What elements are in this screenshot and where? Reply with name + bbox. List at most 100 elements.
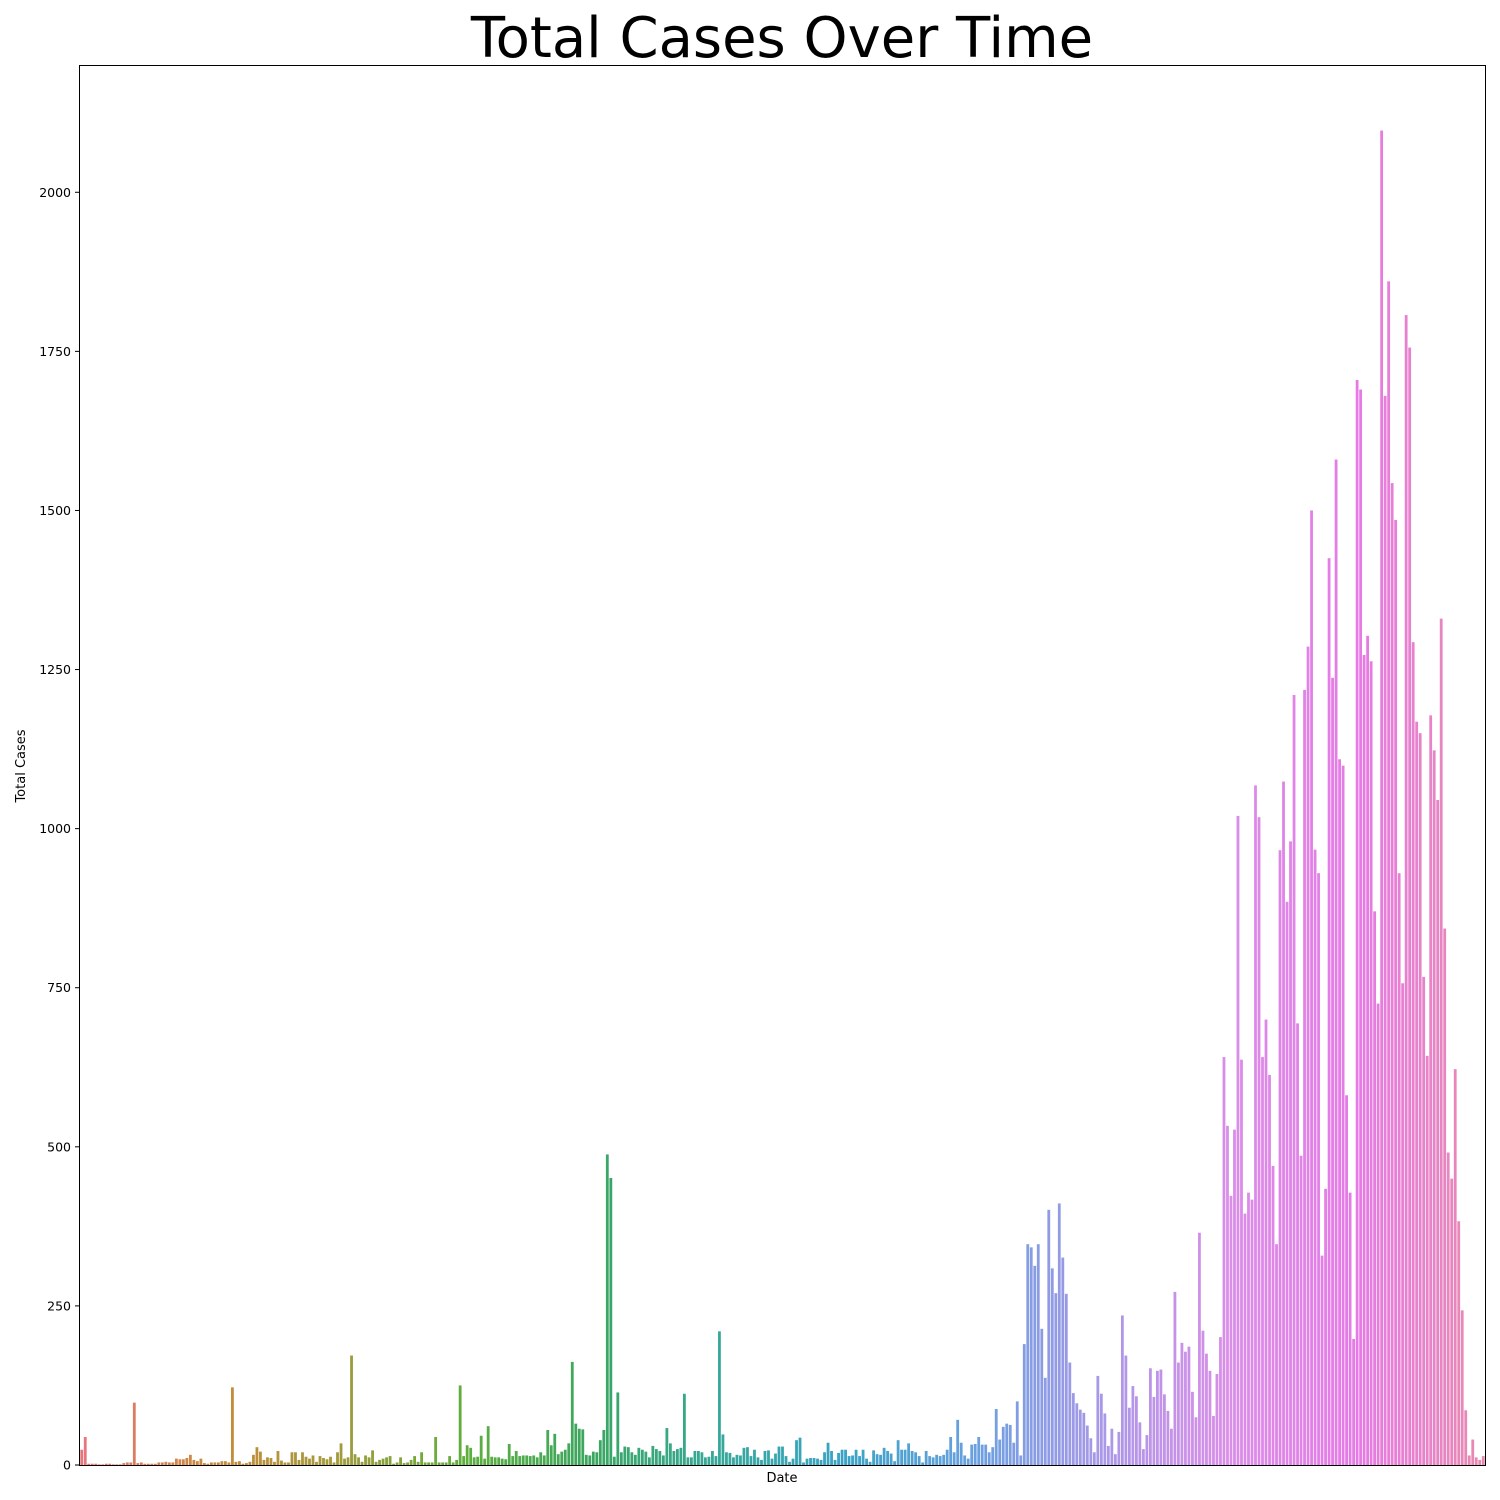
bar bbox=[928, 1456, 932, 1465]
bar bbox=[991, 1447, 995, 1465]
bar bbox=[570, 1361, 574, 1465]
bar bbox=[1212, 1416, 1215, 1465]
bar bbox=[94, 1463, 98, 1465]
bar bbox=[956, 1419, 960, 1465]
bar bbox=[97, 1464, 101, 1465]
bar bbox=[609, 1178, 613, 1465]
bar bbox=[1226, 1125, 1229, 1465]
bar bbox=[1320, 1255, 1324, 1465]
bar bbox=[746, 1447, 749, 1465]
bar bbox=[994, 1409, 998, 1465]
bar bbox=[753, 1449, 756, 1465]
bar bbox=[910, 1451, 914, 1465]
bar bbox=[1471, 1439, 1475, 1465]
bar bbox=[301, 1452, 304, 1465]
bar bbox=[1113, 1454, 1117, 1465]
bar bbox=[1306, 646, 1310, 1465]
bar bbox=[1394, 520, 1398, 1465]
bar bbox=[1257, 817, 1261, 1465]
bar bbox=[851, 1455, 854, 1465]
bar bbox=[427, 1462, 431, 1465]
bar bbox=[711, 1451, 714, 1465]
bar bbox=[914, 1452, 918, 1465]
bar bbox=[704, 1457, 707, 1465]
bar bbox=[1152, 1396, 1156, 1465]
bar bbox=[195, 1461, 199, 1465]
bar bbox=[224, 1461, 227, 1465]
bar bbox=[185, 1458, 189, 1465]
bar bbox=[1446, 1152, 1450, 1465]
bar bbox=[1467, 1455, 1471, 1465]
bar bbox=[556, 1454, 560, 1465]
bar bbox=[598, 1440, 602, 1465]
bar bbox=[280, 1460, 283, 1465]
bar bbox=[490, 1456, 494, 1465]
bar bbox=[1338, 759, 1341, 1465]
bar bbox=[546, 1430, 550, 1465]
bar bbox=[283, 1462, 287, 1465]
bar bbox=[1250, 1199, 1254, 1465]
bar bbox=[637, 1447, 641, 1465]
bar bbox=[518, 1456, 522, 1465]
bar bbox=[399, 1457, 402, 1465]
bar bbox=[1033, 1265, 1037, 1465]
bar bbox=[1134, 1396, 1138, 1465]
bar bbox=[297, 1459, 301, 1465]
bar bbox=[1380, 130, 1384, 1465]
bar bbox=[125, 1462, 129, 1465]
bar bbox=[1127, 1407, 1131, 1465]
bar bbox=[1243, 1213, 1247, 1465]
bar bbox=[626, 1447, 630, 1465]
bar bbox=[1089, 1438, 1093, 1465]
bar bbox=[535, 1457, 539, 1465]
bar bbox=[917, 1456, 921, 1465]
bar bbox=[675, 1449, 679, 1465]
bar bbox=[87, 1463, 91, 1465]
bar bbox=[388, 1456, 392, 1465]
bar bbox=[935, 1454, 939, 1465]
bar bbox=[630, 1452, 634, 1465]
bar bbox=[167, 1462, 171, 1465]
bar bbox=[209, 1462, 213, 1465]
bar bbox=[973, 1444, 977, 1465]
bar bbox=[1061, 1257, 1065, 1465]
bar bbox=[732, 1457, 735, 1465]
bar bbox=[206, 1463, 210, 1465]
bar bbox=[336, 1452, 339, 1465]
bar bbox=[434, 1437, 438, 1465]
bar bbox=[248, 1461, 252, 1465]
bar bbox=[1348, 1192, 1352, 1465]
bar bbox=[1215, 1374, 1219, 1465]
bar bbox=[1106, 1445, 1110, 1465]
bar bbox=[774, 1453, 777, 1465]
bar bbox=[1047, 1209, 1051, 1465]
bar bbox=[528, 1456, 532, 1465]
bar bbox=[202, 1463, 206, 1465]
bar bbox=[865, 1458, 868, 1465]
bar bbox=[668, 1443, 672, 1465]
bar bbox=[819, 1459, 823, 1465]
bar bbox=[949, 1437, 953, 1465]
bar bbox=[970, 1444, 974, 1465]
bar bbox=[833, 1459, 837, 1465]
bar bbox=[1201, 1330, 1205, 1465]
bar bbox=[1310, 510, 1313, 1465]
bar bbox=[322, 1458, 325, 1465]
bar bbox=[311, 1455, 315, 1465]
bar bbox=[1292, 695, 1296, 1465]
y-tick-label: 2000 bbox=[39, 185, 71, 200]
bar bbox=[1453, 1069, 1457, 1465]
bar bbox=[1264, 1019, 1268, 1465]
bar bbox=[1369, 661, 1373, 1465]
bar bbox=[584, 1454, 588, 1465]
bar bbox=[423, 1462, 427, 1465]
bar bbox=[315, 1461, 318, 1465]
bar bbox=[413, 1456, 417, 1465]
bar bbox=[802, 1462, 805, 1465]
bar bbox=[1397, 873, 1401, 1465]
bar bbox=[872, 1450, 875, 1465]
bar bbox=[809, 1458, 812, 1465]
bar bbox=[318, 1456, 322, 1465]
bar bbox=[1124, 1355, 1128, 1465]
